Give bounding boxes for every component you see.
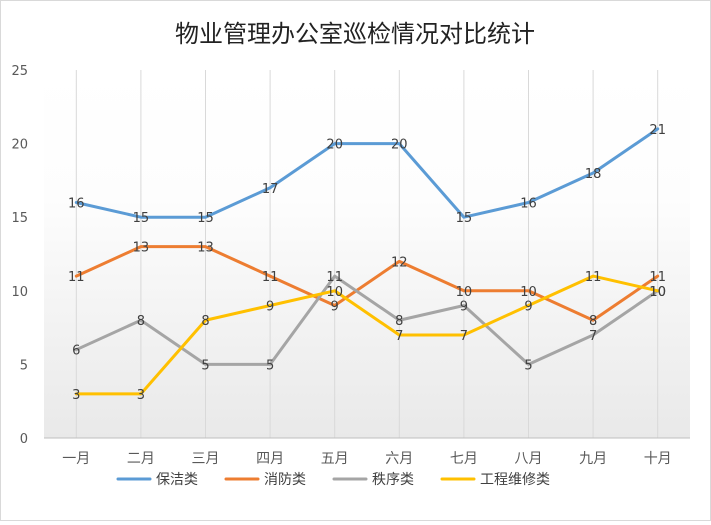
x-tick-label: 十月 bbox=[644, 451, 672, 467]
series-line-2 bbox=[74, 245, 660, 322]
y-tick-label: 25 bbox=[11, 64, 28, 79]
series-line-4 bbox=[74, 274, 660, 396]
data-label: 18 bbox=[585, 167, 602, 182]
data-label: 11 bbox=[585, 270, 602, 285]
data-label: 16 bbox=[520, 196, 537, 211]
data-label: 9 bbox=[266, 300, 274, 315]
x-tick-label: 六月 bbox=[385, 451, 413, 467]
x-tick-label: 五月 bbox=[321, 451, 349, 467]
x-tick-label: 八月 bbox=[515, 451, 543, 467]
data-label: 11 bbox=[326, 270, 343, 285]
data-label: 15 bbox=[456, 211, 473, 226]
data-label: 11 bbox=[649, 270, 666, 285]
x-tick-label: 一月 bbox=[62, 451, 90, 467]
data-label: 13 bbox=[197, 241, 214, 256]
legend-item-2[interactable]: 消防类 bbox=[224, 472, 306, 488]
data-label: 17 bbox=[262, 182, 279, 197]
x-tick-label: 七月 bbox=[450, 451, 478, 467]
data-label: 12 bbox=[391, 255, 408, 270]
data-label: 15 bbox=[133, 211, 150, 226]
data-label: 11 bbox=[262, 270, 279, 285]
data-label: 16 bbox=[68, 196, 85, 211]
legend-item-4[interactable]: 工程维修类 bbox=[440, 472, 550, 488]
data-label: 7 bbox=[460, 329, 468, 344]
legend-item-3[interactable]: 秩序类 bbox=[332, 472, 414, 488]
data-label: 8 bbox=[201, 314, 209, 329]
y-tick-label: 15 bbox=[11, 211, 28, 226]
y-tick-label: 0 bbox=[20, 432, 28, 447]
data-label: 10 bbox=[520, 285, 537, 300]
legend-label: 秩序类 bbox=[372, 472, 414, 488]
data-label: 3 bbox=[72, 388, 80, 403]
data-label: 8 bbox=[137, 314, 145, 329]
x-tick-label: 二月 bbox=[127, 451, 155, 467]
data-label: 13 bbox=[133, 241, 150, 256]
data-label: 10 bbox=[649, 285, 666, 300]
data-label: 3 bbox=[137, 388, 145, 403]
data-label: 10 bbox=[456, 285, 473, 300]
y-tick-label: 20 bbox=[11, 138, 28, 153]
data-label: 5 bbox=[524, 358, 532, 373]
data-label: 5 bbox=[201, 358, 209, 373]
legend-label: 保洁类 bbox=[156, 472, 198, 488]
series-line-1 bbox=[74, 127, 660, 219]
data-label: 10 bbox=[326, 285, 343, 300]
y-tick-label: 5 bbox=[20, 358, 28, 373]
data-label: 8 bbox=[589, 314, 597, 329]
data-label: 20 bbox=[326, 138, 343, 153]
data-label: 10 bbox=[649, 285, 666, 300]
legend-label: 工程维修类 bbox=[480, 472, 550, 488]
x-tick-label: 三月 bbox=[192, 451, 220, 467]
data-label: 5 bbox=[266, 358, 274, 373]
data-label: 8 bbox=[395, 314, 403, 329]
data-label: 9 bbox=[524, 300, 532, 315]
data-label: 9 bbox=[460, 300, 468, 315]
data-label: 21 bbox=[649, 123, 666, 138]
data-label: 11 bbox=[68, 270, 85, 285]
data-label: 15 bbox=[197, 211, 214, 226]
legend-item-1[interactable]: 保洁类 bbox=[116, 472, 198, 488]
data-label: 7 bbox=[589, 329, 597, 344]
data-label: 9 bbox=[331, 300, 339, 315]
data-label: 20 bbox=[391, 138, 408, 153]
x-tick-label: 四月 bbox=[256, 451, 284, 467]
series-line-3 bbox=[74, 274, 660, 366]
y-tick-label: 10 bbox=[11, 285, 28, 300]
data-label: 7 bbox=[395, 329, 403, 344]
chart-title: 物业管理办公室巡检情况对比统计 bbox=[175, 20, 535, 48]
plot-area bbox=[44, 70, 690, 438]
x-tick-label: 九月 bbox=[579, 451, 607, 467]
data-label: 6 bbox=[72, 344, 80, 359]
legend-label: 消防类 bbox=[264, 472, 306, 488]
